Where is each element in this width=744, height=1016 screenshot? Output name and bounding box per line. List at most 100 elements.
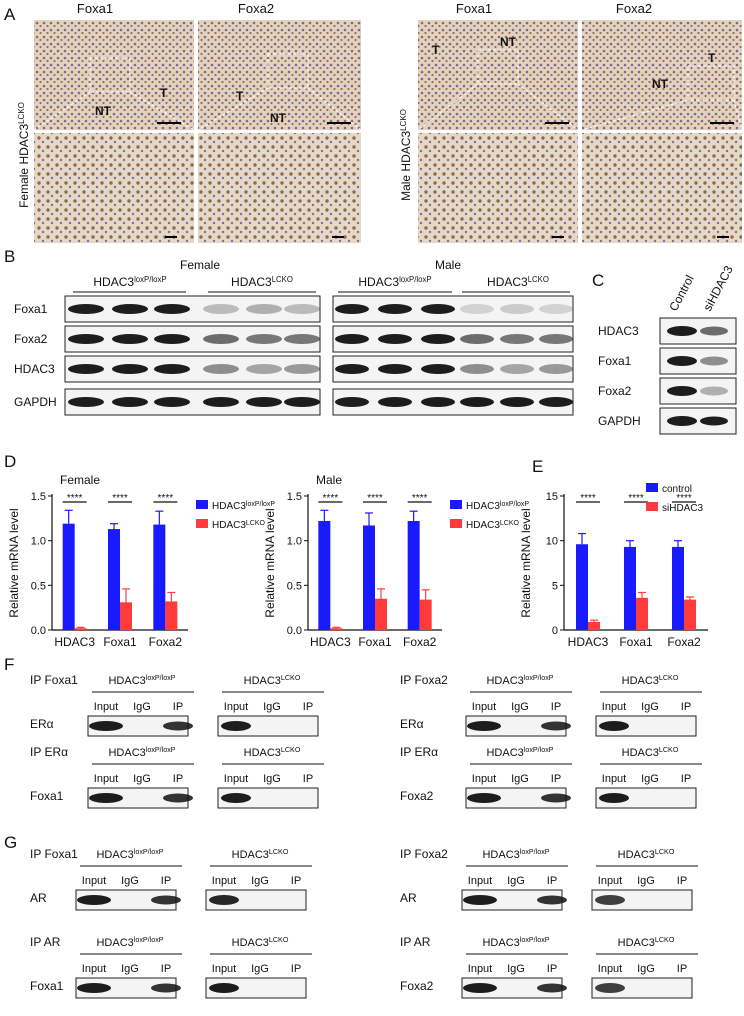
lane-label: Input [468, 875, 492, 887]
lane-label: IP [681, 701, 691, 713]
blot-band [539, 334, 573, 344]
legend-swatch [450, 500, 462, 509]
blot-row-label: Foxa1 [30, 979, 64, 993]
ip-geno-flox: HDAC3loxP/loxP [482, 848, 549, 861]
panel-letter-f: F [4, 655, 14, 674]
c-row-label: GAPDH [598, 414, 641, 428]
blot-band [541, 721, 571, 731]
blot-band [463, 983, 497, 993]
lane-label: IgG [121, 875, 139, 887]
lane-label: IP [677, 875, 687, 887]
svg-text:NT: NT [95, 104, 112, 118]
blot-strip [205, 889, 307, 911]
y-tick-label: 1.0 [287, 536, 302, 548]
lane-label: Input [224, 773, 248, 785]
lane-label: Input [224, 701, 248, 713]
panel-letter-a: A [4, 5, 16, 24]
bar [636, 597, 648, 630]
blot-band [68, 364, 104, 374]
ihc-female-foxa2-low: T NT [197, 20, 362, 131]
x-tick-label: HDAC3 [310, 635, 351, 649]
y-axis-label: Relative mRNA level [263, 508, 277, 617]
blot-band [700, 356, 728, 366]
b-row-label: HDAC3 [14, 362, 55, 376]
panel-letter-d: D [4, 452, 16, 471]
lane-label: Input [472, 701, 496, 713]
b-geno-flox-male: HDAC3loxP/loxP [358, 275, 431, 289]
ip-geno-ko: HDAC3LCKO [244, 746, 301, 759]
blot-band [151, 895, 181, 905]
bar [120, 602, 132, 630]
c-col-control: Control [666, 273, 697, 314]
c-row-label: HDAC3 [598, 324, 639, 338]
lane-label: IgG [641, 701, 659, 713]
x-tick-label: Foxa2 [667, 635, 701, 649]
blot-strip [64, 295, 321, 323]
blot-band [154, 364, 190, 374]
svg-text:T: T [236, 89, 244, 103]
lane-label: Input [212, 875, 236, 887]
blot-band [221, 721, 251, 731]
blot-strip [217, 787, 319, 809]
lane-label: IP [551, 773, 561, 785]
blot-band [421, 397, 455, 407]
blot-band [209, 983, 239, 993]
coip-block: IP Foxa1 AR HDAC3loxP/loxP HDAC3LCKO Input In… [30, 847, 312, 911]
blot-band [500, 334, 534, 344]
blot-band [463, 895, 497, 905]
bar [62, 523, 75, 630]
coip-block: IP Foxa2 ERα HDAC3loxP/loxP HDAC3LCKO Input I… [400, 673, 702, 737]
bar [576, 544, 588, 630]
blot-band [112, 304, 148, 314]
lane-label: Input [598, 875, 622, 887]
blot-band [154, 397, 190, 407]
lane-label: IgG [637, 963, 655, 975]
blot-row-label: AR [400, 891, 417, 905]
blot-band [151, 983, 181, 993]
lane-label: IgG [511, 773, 529, 785]
ip-label: IP Foxa1 [30, 673, 78, 687]
bar [624, 546, 636, 630]
significance-label: **** [323, 493, 339, 504]
significance-label: **** [580, 493, 596, 504]
blot-band [667, 386, 697, 396]
blot-band [68, 334, 104, 344]
x-tick-label: Foxa2 [149, 635, 183, 649]
x-tick-label: HDAC3 [568, 635, 609, 649]
y-tick-label: 5 [552, 580, 558, 592]
legend-label: HDAC3loxP/loxP [466, 501, 529, 512]
lane-label: IP [551, 701, 561, 713]
coip-block: IP AR Foxa1 HDAC3loxP/loxP HDAC3LCKO Input In… [30, 935, 312, 999]
blot-band [378, 304, 412, 314]
b-row-label: GAPDH [14, 395, 57, 409]
legend-swatch [196, 500, 208, 509]
b-female-title: Female [180, 258, 220, 272]
lane-label: Input [212, 963, 236, 975]
blot-band [154, 334, 190, 344]
blot-band [246, 334, 282, 344]
coip-block: IP Foxa1 ERα HDAC3loxP/loxP HDAC3LCKO Input I… [30, 673, 324, 737]
blot-band [537, 895, 567, 905]
significance-label: **** [367, 493, 383, 504]
coip-block: IP ERα Foxa2 HDAC3loxP/loxP HDAC3LCKO Input I… [400, 745, 702, 809]
blot-band [595, 983, 625, 993]
b-row-label: Foxa1 [14, 302, 48, 316]
lane-label: IP [161, 875, 171, 887]
legend-label: HDAC3loxP/loxP [212, 501, 275, 512]
blot-strip [217, 715, 319, 737]
blot-band [500, 364, 534, 374]
lane-label: IP [291, 963, 301, 975]
ip-label: IP ERα [30, 745, 68, 759]
lane-label: Input [602, 773, 626, 785]
col-label-f-foxa1: Foxa1 [77, 1, 113, 16]
ip-geno-flox: HDAC3loxP/loxP [108, 746, 175, 759]
coip-block: IP Foxa2 AR HDAC3loxP/loxP HDAC3LCKO Input In… [400, 847, 698, 911]
lane-label: IP [677, 963, 687, 975]
c-row-label: Foxa1 [598, 354, 632, 368]
chart-title: Male [316, 473, 342, 487]
blot-band [246, 304, 282, 314]
y-axis-label: Relative mRNA level [519, 508, 533, 617]
b-male-title: Male [435, 258, 461, 272]
blot-band [284, 304, 320, 314]
ip-geno-ko: HDAC3LCKO [622, 674, 679, 687]
